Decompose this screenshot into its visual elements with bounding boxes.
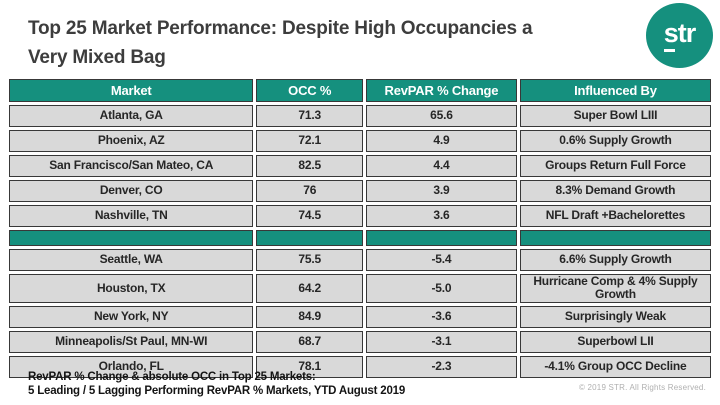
occ-cell: 68.7: [256, 330, 364, 353]
market-cell: Orlando, FL: [9, 355, 254, 378]
influenced-cell: Groups Return Full Force: [519, 155, 711, 177]
market-cell: San Francisco/San Mateo, CA: [9, 155, 254, 177]
footer-note-line2: 5 Leading / 5 Lagging Performing RevPAR …: [28, 385, 406, 397]
revpar-cell: 3.9: [366, 180, 517, 202]
influenced-cell: NFL Draft +Bachelorettes: [519, 205, 711, 227]
copyright-text: © 2019 STR. All Rights Reserved.: [578, 383, 706, 392]
market-cell: Seattle, WA: [9, 249, 254, 271]
occ-cell: 74.5: [256, 205, 364, 227]
influenced-cell: -4.1% Group OCC Decline: [519, 355, 711, 378]
occ-cell: 71.3: [256, 105, 364, 127]
table-row: New York, NY 84.9 -3.6 Surprisingly Weak: [9, 305, 711, 328]
str-logo-underline: [663, 49, 675, 52]
market-cell: Atlanta, GA: [9, 105, 254, 127]
influenced-cell: 8.3% Demand Growth: [519, 180, 711, 202]
market-cell: Houston, TX: [9, 274, 254, 303]
separator-row: [9, 230, 711, 246]
influenced-cell: Super Bowl LIII: [519, 105, 711, 127]
market-cell: Denver, CO: [9, 180, 254, 202]
table-row: Denver, CO 76 3.9 8.3% Demand Growth: [9, 180, 711, 202]
column-header-influenced: Influenced By: [519, 79, 711, 102]
revpar-cell: 4.9: [366, 130, 517, 152]
page-title-line1: Top 25 Market Performance: Despite High …: [28, 18, 533, 39]
occ-cell: 76: [256, 180, 364, 202]
revpar-cell: 65.6: [366, 105, 517, 127]
table-row: San Francisco/San Mateo, CA 82.5 4.4 Gro…: [9, 155, 711, 177]
revpar-cell: -2.3: [366, 355, 517, 378]
footer-note: RevPAR % Change & absolute OCC in Top 25…: [28, 370, 405, 398]
table-row: Seattle, WA 75.5 -5.4 6.6% Supply Growth: [9, 249, 711, 271]
page-title: Top 25 Market Performance: Despite High …: [28, 14, 643, 72]
revpar-cell: -5.4: [366, 249, 517, 271]
table-header-row: Market OCC % RevPAR % Change Influenced …: [9, 79, 711, 102]
page-title-line2: Very Mixed Bag: [28, 47, 166, 68]
column-header-revpar: RevPAR % Change: [366, 79, 517, 102]
table-row: Minneapolis/St Paul, MN-WI 68.7 -3.1 Sup…: [9, 330, 711, 353]
revpar-cell: 4.4: [366, 155, 517, 177]
occ-cell: 75.5: [256, 249, 364, 271]
occ-cell: 82.5: [256, 155, 364, 177]
occ-cell: 78.1: [256, 355, 364, 378]
str-logo: str: [646, 3, 713, 68]
market-cell: Nashville, TN: [9, 205, 254, 227]
revpar-cell: 3.6: [366, 205, 517, 227]
column-header-occ: OCC %: [256, 79, 364, 102]
table-row: Houston, TX 64.2 -5.0 Hurricane Comp & 4…: [9, 274, 711, 303]
separator-cell: [519, 230, 711, 246]
separator-cell: [256, 230, 364, 246]
influenced-cell: Surprisingly Weak: [519, 305, 711, 328]
market-cell: New York, NY: [9, 305, 254, 328]
str-logo-text: str: [663, 20, 696, 52]
influenced-cell: 0.6% Supply Growth: [519, 130, 711, 152]
influenced-cell: Hurricane Comp & 4% Supply Growth: [519, 274, 711, 303]
table-row: Orlando, FL 78.1 -2.3 -4.1% Group OCC De…: [9, 355, 711, 378]
table-row: Nashville, TN 74.5 3.6 NFL Draft +Bachel…: [9, 205, 711, 227]
revpar-cell: -3.6: [366, 305, 517, 328]
table-row: Phoenix, AZ 72.1 4.9 0.6% Supply Growth: [9, 130, 711, 152]
market-cell: Minneapolis/St Paul, MN-WI: [9, 330, 254, 353]
occ-cell: 72.1: [256, 130, 364, 152]
separator-cell: [9, 230, 254, 246]
influenced-cell: Superbowl LII: [519, 330, 711, 353]
market-cell: Phoenix, AZ: [9, 130, 254, 152]
revpar-cell: -5.0: [366, 274, 517, 303]
occ-cell: 84.9: [256, 305, 364, 328]
table-row: Atlanta, GA 71.3 65.6 Super Bowl LIII: [9, 105, 711, 127]
separator-cell: [366, 230, 517, 246]
column-header-market: Market: [9, 79, 254, 102]
revpar-cell: -3.1: [366, 330, 517, 353]
occ-cell: 64.2: [256, 274, 364, 303]
influenced-cell: 6.6% Supply Growth: [519, 249, 711, 271]
market-performance-table: Market OCC % RevPAR % Change Influenced …: [6, 76, 714, 381]
footer-note-line1: RevPAR % Change & absolute OCC in Top 25…: [28, 371, 316, 383]
